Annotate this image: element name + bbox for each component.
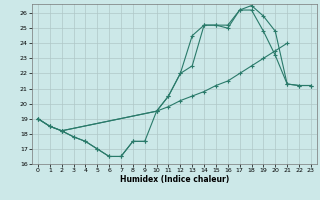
X-axis label: Humidex (Indice chaleur): Humidex (Indice chaleur)	[120, 175, 229, 184]
